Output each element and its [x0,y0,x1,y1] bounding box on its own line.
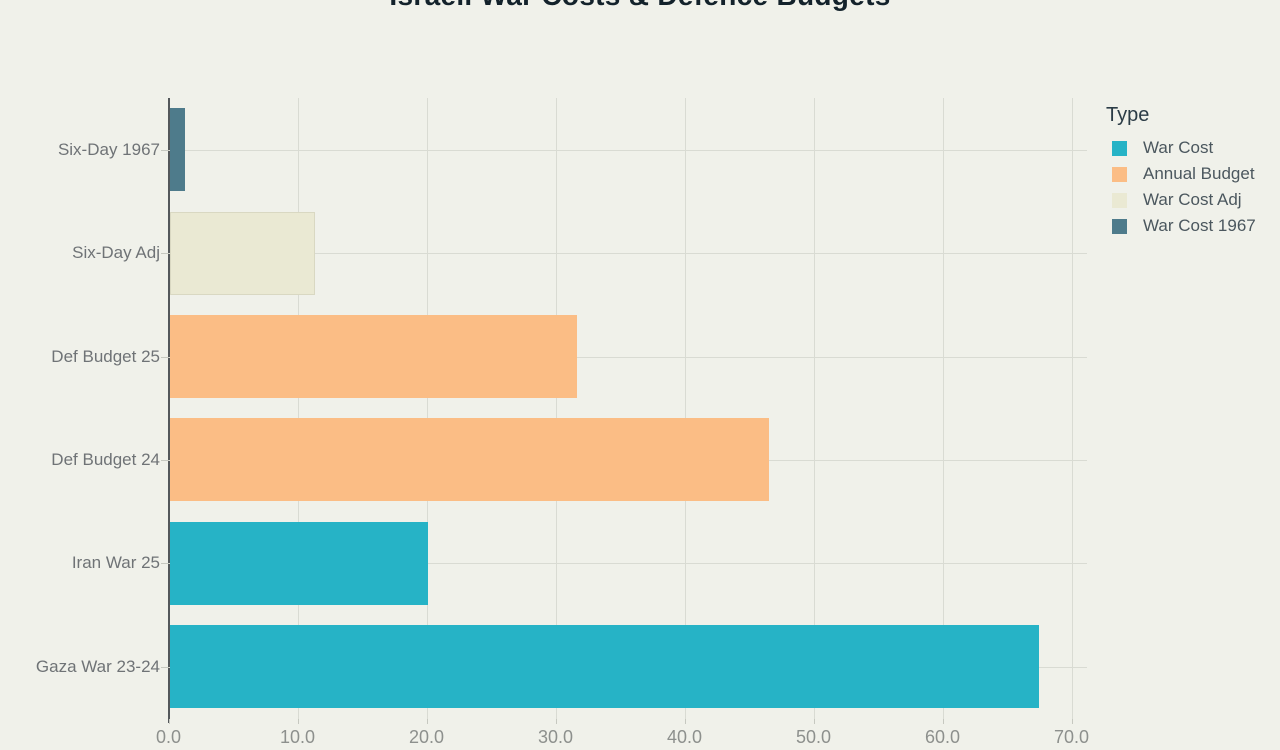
legend-items: War Cost Annual Budget War Cost Adj War Cos… [1106,135,1256,239]
x-axis-tick [813,718,815,724]
legend-item: Annual Budget [1106,161,1256,187]
legend-item-label: War Cost Adj [1143,190,1242,209]
y-gridline [168,149,1087,151]
y-axis-label: Six-Day 1967 [57,139,160,159]
y-gridline [168,356,1087,358]
y-axis-tick [160,563,169,565]
x-axis-tick-label: 10.0 [279,727,316,747]
legend-item-label: War Cost 1967 [1143,216,1256,235]
x-axis-tick [168,718,170,724]
x-axis-tick [1071,718,1073,724]
y-axis-label: Iran War 25 [71,553,160,573]
legend-title: Type [1106,104,1150,126]
x-gridline [426,98,428,719]
plot-area: 0.0 10.0 20.0 30.0 40.0 50.0 60.0 70.0 [156,98,1089,747]
x-gridline [942,98,944,719]
x-axis-tick-label: 50.0 [795,727,832,747]
y-axis-labels: Six-Day 1967 Six-Day Adj Def Budget 25 Def … [0,98,160,719]
bar-six-day-adj [169,211,316,295]
x-axis-tick-label: 20.0 [408,727,445,747]
y-axis-label: Gaza War 23-24 [35,656,160,676]
legend: Type War Cost Annual Budget War Cost Adj Wa… [1106,104,1256,239]
legend-item: War Cost 1967 [1106,213,1256,239]
y-axis-label: Def Budget 25 [51,346,160,366]
x-axis-tick [555,718,557,724]
legend-item-label: Annual Budget [1143,164,1255,183]
y-axis-line [167,98,170,723]
legend-item: War Cost [1106,135,1256,161]
y-gridline [168,253,1087,255]
x-gridline [555,98,557,719]
x-axis-tick [684,718,686,724]
x-axis-tick [426,718,428,724]
x-axis-tick [297,718,299,724]
x-axis-tick-label: 0.0 [155,727,182,747]
legend-swatch [1112,166,1127,182]
bar-def-budget-25 [169,315,578,399]
legend-swatch [1112,192,1127,208]
x-gridline [813,98,815,719]
legend-swatch [1112,140,1127,156]
x-axis-tick-label: 70.0 [1053,727,1090,747]
chart-title: Israeli War Costs & Defence Budgets [0,0,1280,12]
bar-six-day-1967 [169,108,185,192]
x-axis-tick-label: 30.0 [537,727,574,747]
y-axis-tick [160,253,169,255]
bar-iran-war-25 [169,521,428,605]
y-axis-label: Six-Day Adj [72,243,160,263]
y-axis-tick [160,666,169,668]
y-axis-tick [160,459,169,461]
legend-item: War Cost Adj [1106,187,1256,213]
x-gridline [1071,98,1073,719]
x-gridline [684,98,686,719]
x-axis-tick [942,718,944,724]
legend-item-label: War Cost [1143,138,1214,157]
x-axis-tick-label: 60.0 [924,727,961,747]
bar-def-budget-24 [169,418,770,502]
x-axis-tick-label: 40.0 [666,727,703,747]
bar-gaza-war-23-24 [169,625,1039,709]
y-axis-tick [160,149,169,151]
y-gridline [168,563,1087,565]
legend-swatch [1112,218,1127,234]
y-axis-tick [160,356,169,358]
y-axis-label: Def Budget 24 [51,449,160,469]
x-gridline [297,98,299,719]
